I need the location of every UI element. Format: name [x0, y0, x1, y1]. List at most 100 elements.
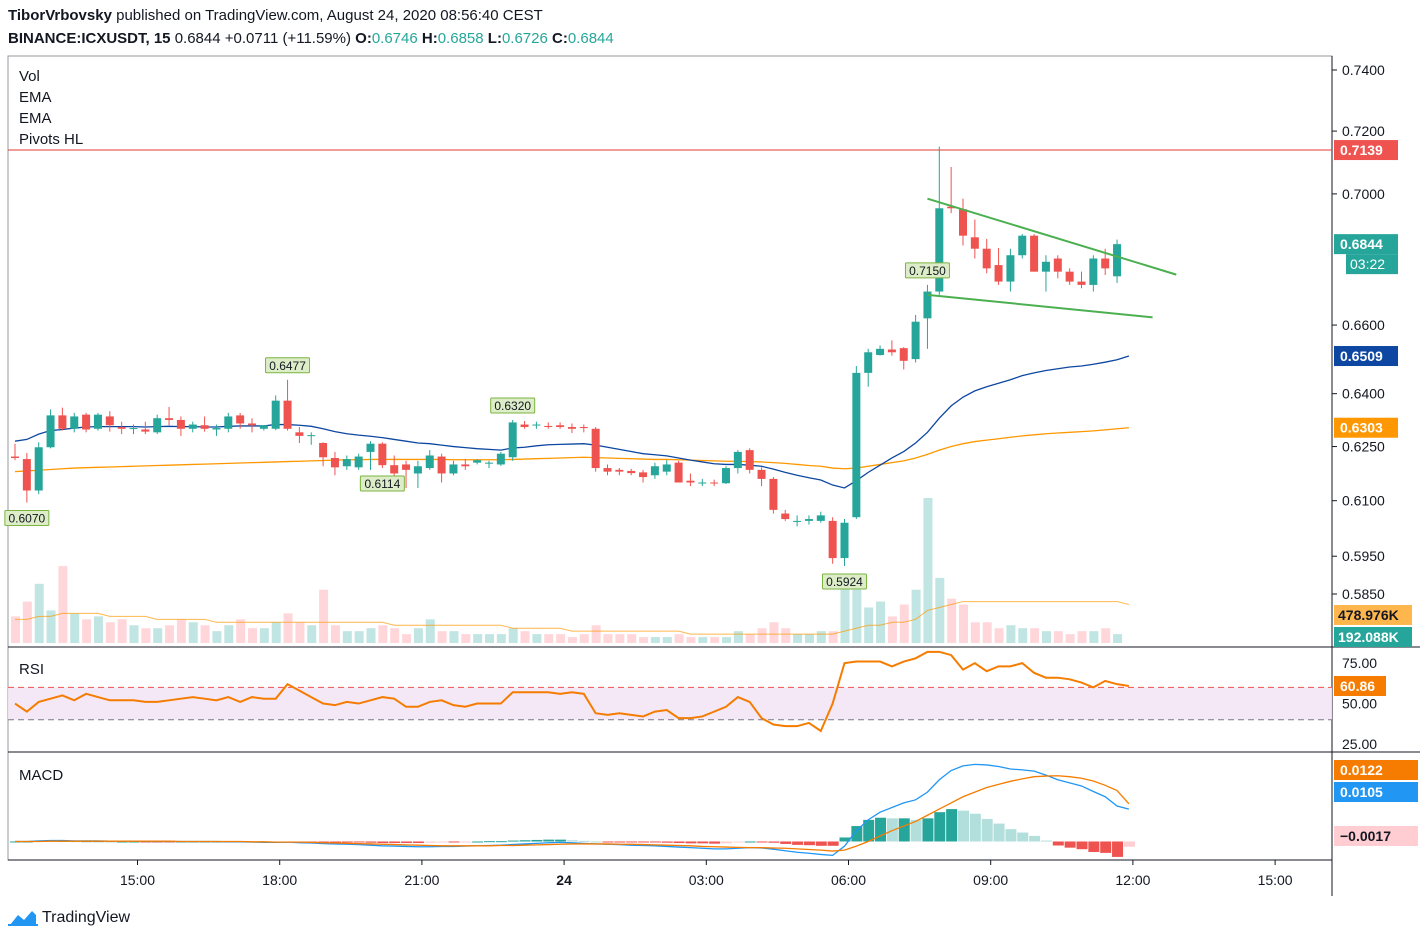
- macd-histogram-bar: [590, 841, 602, 843]
- candle-body: [556, 425, 565, 428]
- candle-body: [532, 424, 541, 426]
- pattern-trendline: [927, 197, 1177, 276]
- open-value: 0.6746: [371, 30, 418, 47]
- volume-bar: [437, 631, 447, 643]
- macd-histogram-bar: [815, 841, 827, 846]
- brand-label: TradingView: [42, 909, 131, 926]
- candle-body: [1113, 244, 1122, 277]
- candle-body: [461, 464, 470, 467]
- volume-bar: [1089, 631, 1099, 643]
- candle-body: [165, 418, 174, 420]
- time-tick-label: 15:00: [120, 872, 155, 888]
- pivot-label-box: [359, 475, 405, 492]
- volume-bar: [923, 498, 933, 643]
- volume-bar: [70, 613, 80, 643]
- macd-histogram-bar: [116, 841, 128, 843]
- volume-bar: [804, 634, 814, 643]
- macd-histogram-bar: [744, 841, 756, 843]
- pivot-label-box: [490, 397, 536, 414]
- candle-body: [153, 418, 162, 433]
- macd-histogram-bar: [1052, 841, 1064, 846]
- volume-bar: [567, 637, 577, 643]
- volume-bar: [1077, 631, 1087, 643]
- candle-body: [224, 416, 233, 429]
- candle-body: [603, 468, 612, 472]
- candle-body: [330, 457, 339, 468]
- macd-histogram-bar: [827, 841, 839, 846]
- volume-tag-label: 192.088K: [1338, 629, 1399, 645]
- macd-histogram-bar: [1040, 840, 1052, 842]
- macd-tag-box: [1334, 782, 1418, 802]
- price-tag-box: [1334, 140, 1398, 161]
- candle-body: [650, 466, 659, 476]
- volume-bar: [674, 634, 684, 643]
- candle-body: [307, 435, 316, 437]
- candle-body: [591, 428, 600, 469]
- price-change: +0.0711 (+11.59%): [224, 30, 351, 47]
- volume-bar: [532, 634, 542, 643]
- volume-bar: [840, 574, 850, 643]
- volume-bar: [876, 601, 886, 643]
- time-tick-label: 21:00: [404, 872, 439, 888]
- candle-body: [722, 468, 730, 484]
- candle-body: [390, 465, 399, 474]
- volume-bar: [662, 637, 672, 643]
- chart-frame: [7, 55, 1333, 861]
- price-tick-label: 0.7200: [1342, 123, 1385, 139]
- price-tick-label: 0.7400: [1342, 62, 1385, 78]
- symbol-info: BINANCE:ICXUSDT, 15 0.6844 +0.0711 (+11.…: [8, 30, 614, 47]
- volume-bar: [58, 566, 68, 643]
- pivot-label: 0.6070: [8, 512, 45, 526]
- time-tick-label: 03:00: [689, 872, 724, 888]
- candle-body: [437, 456, 446, 474]
- volume-bar: [22, 601, 32, 643]
- pivot-label-box: [265, 357, 311, 374]
- macd-histogram-bar: [981, 818, 993, 842]
- candle-body: [793, 520, 802, 522]
- candle-body: [236, 415, 245, 424]
- macd-histogram-bar: [661, 841, 673, 843]
- volume-bar: [496, 634, 506, 643]
- candle-body: [413, 466, 422, 474]
- candle-body: [82, 414, 91, 430]
- candle-body: [508, 422, 517, 458]
- candle-body: [1041, 261, 1050, 272]
- rsi-tick-label: 25.00: [1342, 736, 1377, 752]
- candle-body: [425, 455, 434, 469]
- candle-body: [34, 447, 43, 491]
- author-name[interactable]: TiborVrbovsky: [8, 7, 112, 24]
- macd-histogram-bar: [1029, 835, 1041, 842]
- countdown-label: 03:22: [1350, 256, 1385, 272]
- candle-body: [129, 428, 138, 430]
- macd-histogram-bar: [353, 841, 365, 843]
- macd-histogram-bar: [946, 809, 958, 842]
- candle-body: [283, 400, 292, 429]
- volume-bar: [224, 625, 234, 643]
- volume-bar: [11, 616, 20, 643]
- volume-bar: [698, 637, 708, 643]
- tradingview-logo[interactable]: TradingView: [8, 909, 130, 927]
- volume-bar: [93, 616, 103, 643]
- candle-body: [887, 349, 896, 353]
- macd-histogram-bar: [958, 810, 969, 842]
- volume-bar: [425, 619, 435, 643]
- price-tick-label: 0.6100: [1342, 493, 1385, 509]
- price-tag-label: 0.6844: [1340, 236, 1383, 252]
- pivot-label: 0.5924: [826, 575, 863, 589]
- price-tick-label: 0.7000: [1342, 186, 1385, 202]
- volume-bar: [970, 622, 980, 643]
- macd-histogram-bar: [472, 841, 484, 843]
- macd-histogram-bar: [685, 841, 697, 844]
- pivot-label: 0.6477: [269, 359, 306, 373]
- candle-body: [342, 459, 351, 467]
- time-tick-label: 06:00: [831, 872, 866, 888]
- macd-histogram-bar: [389, 841, 401, 844]
- volume-bar: [105, 622, 115, 643]
- volume-bar: [556, 634, 566, 643]
- volume-bar: [259, 628, 269, 643]
- volume-tag-box: [1334, 605, 1412, 625]
- volume-bar: [1006, 625, 1016, 643]
- macd-histogram-bar: [649, 841, 661, 843]
- volume-bar: [176, 619, 186, 643]
